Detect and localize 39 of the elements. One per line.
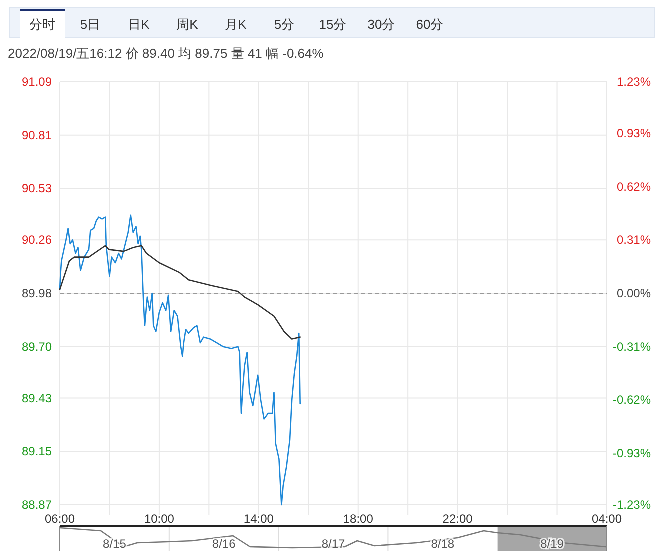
text: 15分 <box>319 17 347 32</box>
x-tick-label: 14:00 <box>244 512 274 526</box>
x-tick-label: 8/16 <box>212 537 236 551</box>
x-tick-label: 04:00 <box>592 512 622 526</box>
y2-tick-label: -1.23% <box>612 498 652 512</box>
y2-tick-label: 0.31% <box>616 233 652 248</box>
y-tick-label: 90.81 <box>22 128 52 142</box>
text: 30分 <box>368 17 396 32</box>
y-tick-label: 89.98 <box>22 286 52 300</box>
y2-tick-label: -0.31% <box>612 340 652 354</box>
x-tick-label: 06:00 <box>44 512 76 526</box>
y-tick-label: 89.43 <box>22 391 52 406</box>
y-tick-label: 88.87 <box>22 498 52 512</box>
line-series <box>59 214 301 506</box>
text: 5日 <box>80 17 101 32</box>
y-tick-label: 90.53 <box>22 182 52 196</box>
y2-tick-label: -0.62% <box>612 393 652 408</box>
text: 2022/08/19/五16:12 价 89.40 均 89.75 量 41 幅 -0.64% <box>8 46 324 61</box>
y2-tick-label: 0.00% <box>616 286 652 300</box>
text: 分时 <box>30 17 56 32</box>
text: 月K <box>225 17 248 32</box>
text: 5分 <box>274 17 295 32</box>
line-series <box>59 245 301 340</box>
text: 周K <box>176 17 199 32</box>
x-tick-label: 18:00 <box>343 512 374 526</box>
x-tick-label: 8/19 <box>540 537 564 551</box>
text: 日K <box>128 17 150 32</box>
y-tick-label: 91.09 <box>22 75 52 89</box>
x-tick-label: 22:00 <box>442 512 474 526</box>
text: 60分 <box>416 17 444 32</box>
y-tick-label: 89.70 <box>22 340 52 354</box>
x-tick-label: 10:00 <box>144 512 175 526</box>
y2-tick-label: 0.93% <box>616 126 652 141</box>
y2-tick-label: 1.23% <box>616 75 652 89</box>
y2-tick-label: 0.62% <box>616 180 652 194</box>
y2-tick-label: -0.93% <box>612 446 652 460</box>
y-tick-label: 89.15 <box>22 444 52 459</box>
x-tick-label: 8/18 <box>431 537 455 551</box>
y-tick-label: 90.26 <box>22 233 52 248</box>
